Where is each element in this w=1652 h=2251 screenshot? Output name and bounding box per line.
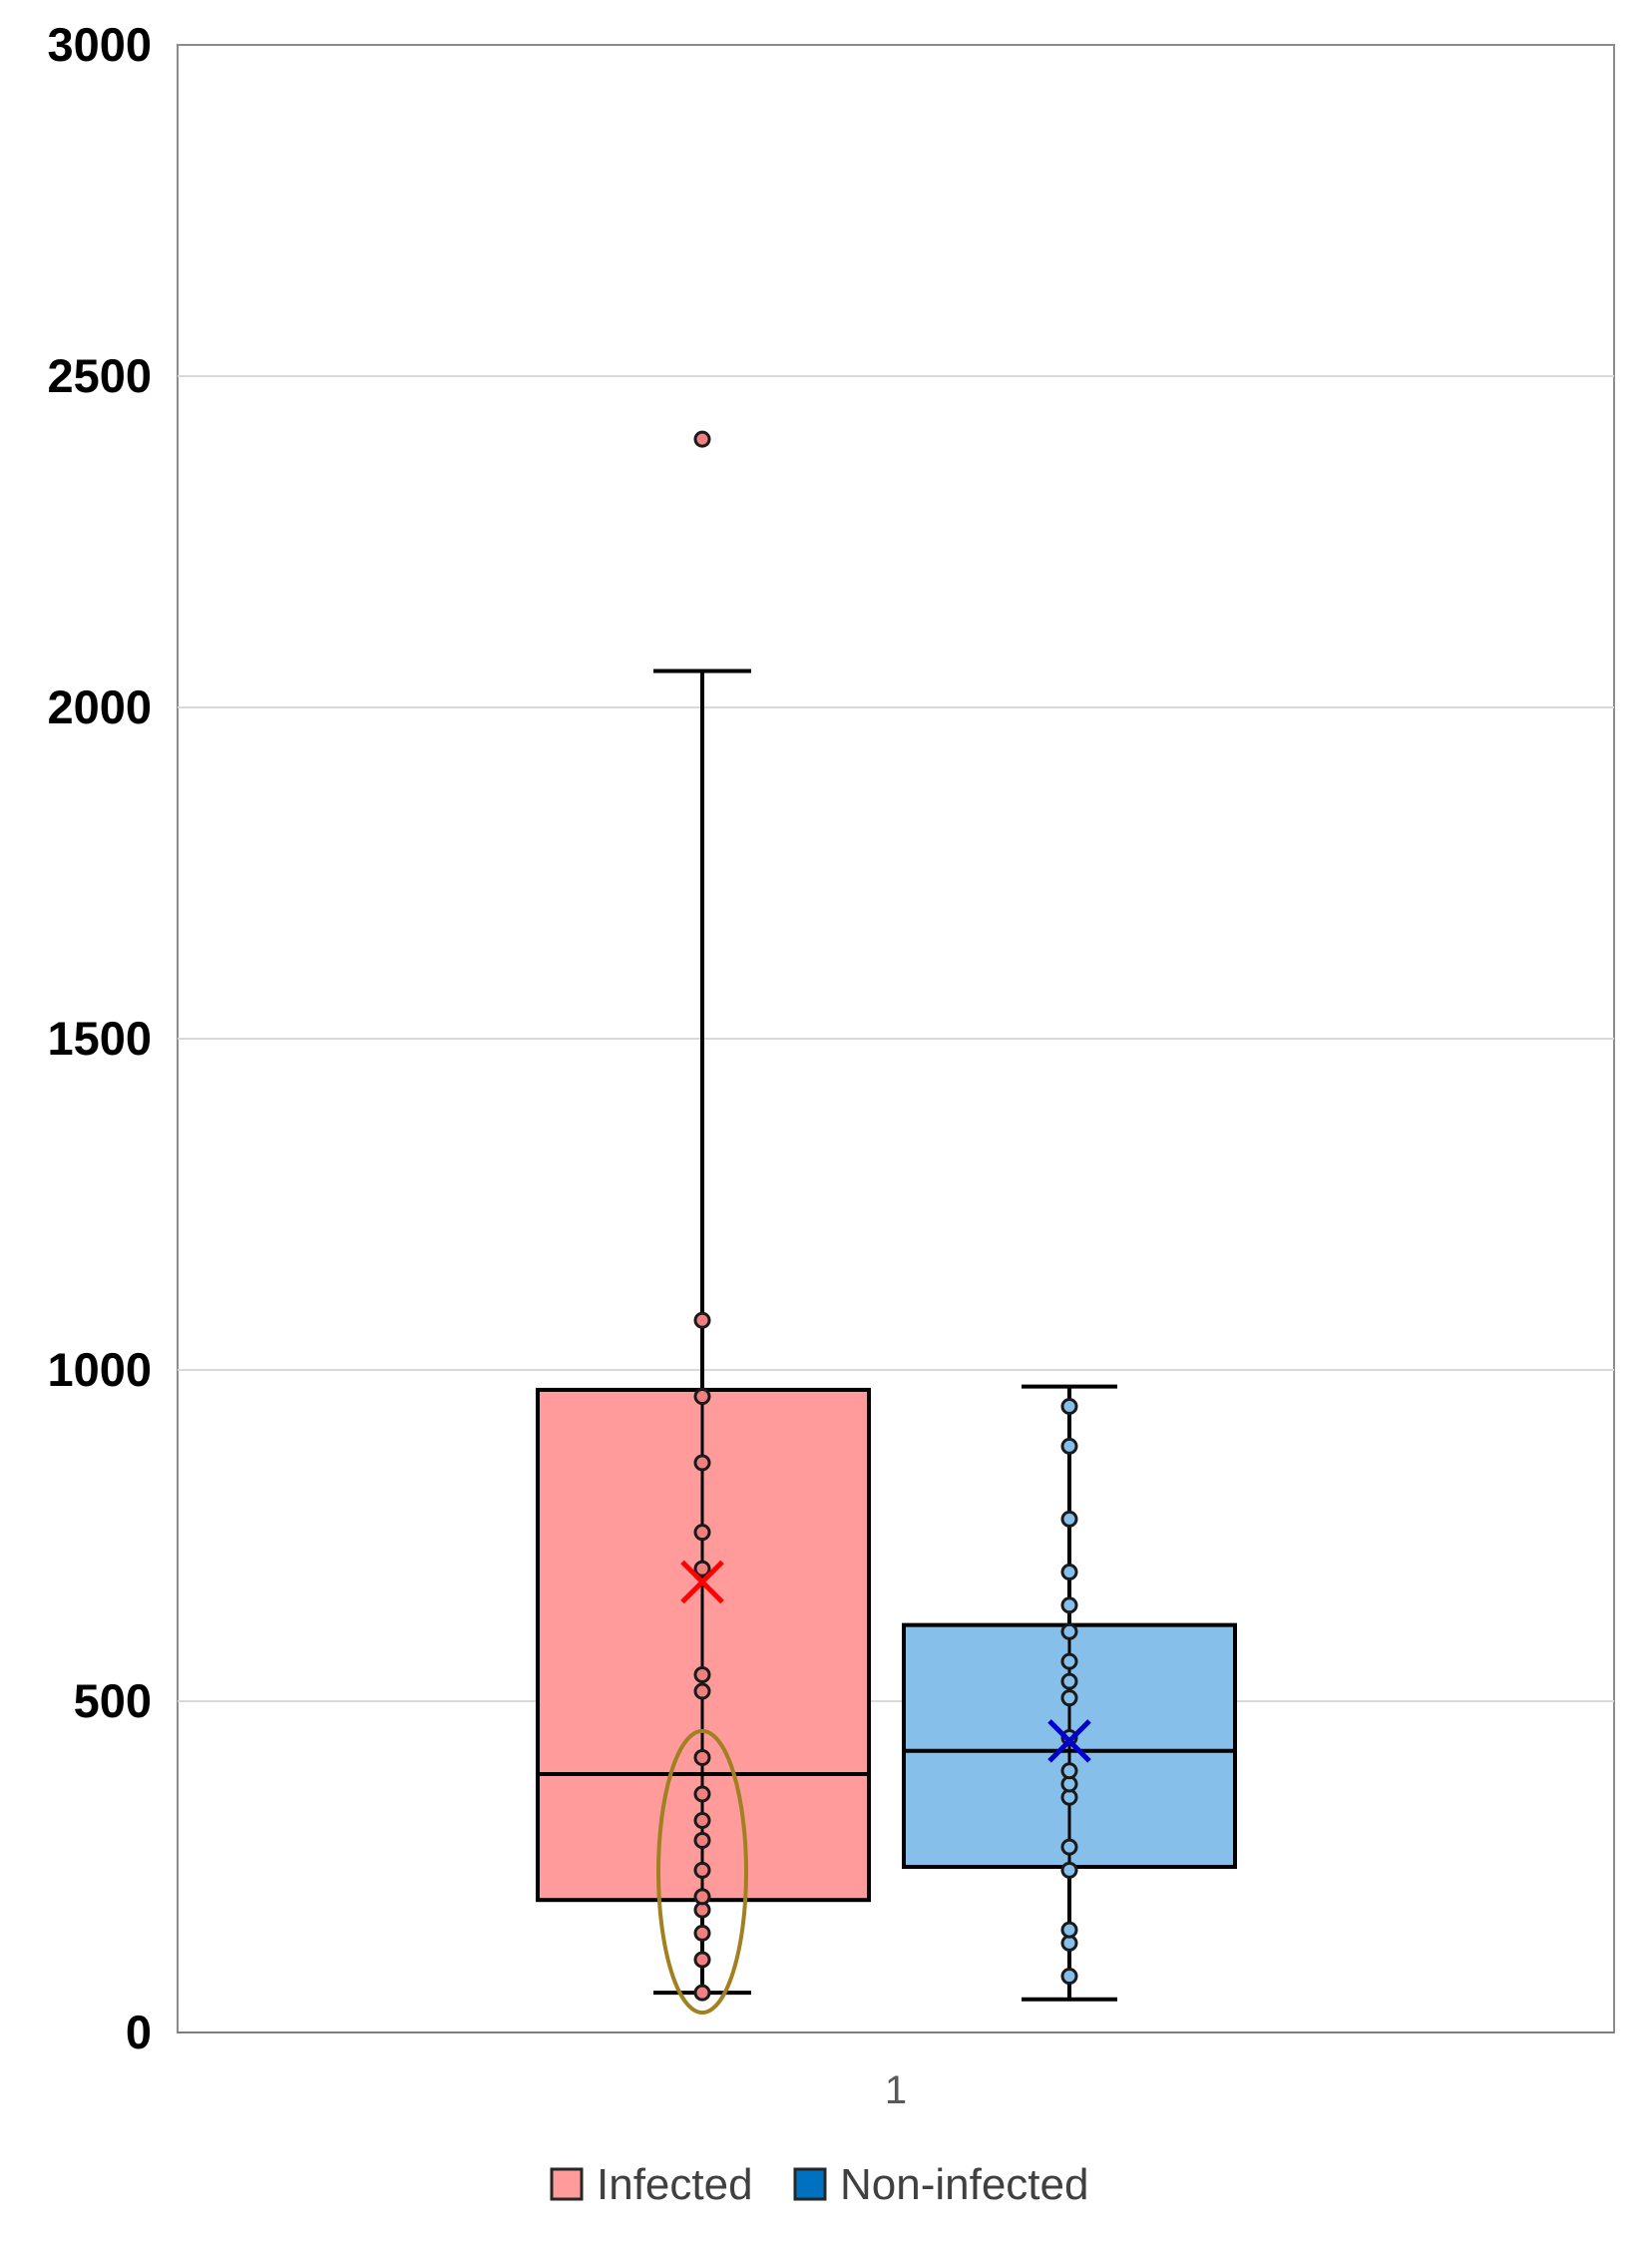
non-infected-data-point	[1060, 1689, 1078, 1707]
y-tick-label: 2500	[47, 349, 152, 402]
non-infected-data-point	[1060, 1622, 1078, 1640]
infected-data-point	[693, 1812, 711, 1830]
x-tick-label: 1	[885, 2068, 907, 2112]
legend-swatch-non-infected	[793, 2167, 827, 2201]
infected-data-point	[693, 1984, 711, 2002]
non-infected-data-point	[1060, 1510, 1078, 1528]
infected-data-point	[693, 1665, 711, 1683]
non-infected-mean-marker	[1047, 1719, 1091, 1763]
legend-swatch-infected	[550, 2167, 584, 2201]
non-infected-data-point	[1060, 1861, 1078, 1879]
legend-label-non-infected: Non-infected	[840, 2160, 1088, 2209]
non-infected-data-point	[1060, 1838, 1078, 1856]
non-infected-data-point	[1060, 1672, 1078, 1690]
y-tick-label: 500	[74, 1674, 152, 1727]
infected-data-point	[693, 1888, 711, 1906]
non-infected-data-point	[1060, 1437, 1078, 1455]
y-tick-label: 0	[126, 2006, 152, 2058]
non-infected-data-point	[1060, 1652, 1078, 1670]
non-infected-data-point	[1060, 1596, 1078, 1614]
infected-data-point	[693, 1524, 711, 1542]
non-infected-data-point	[1060, 1968, 1078, 1986]
infected-data-point	[693, 1748, 711, 1766]
infected-data-point	[693, 1785, 711, 1803]
infected-data-point	[693, 1454, 711, 1472]
infected-data-point	[693, 1388, 711, 1406]
legend-label-infected: Infected	[597, 2160, 753, 2209]
non-infected-data-point	[1060, 1564, 1078, 1581]
infected-data-point	[693, 1560, 711, 1577]
infected-data-point	[693, 1682, 711, 1700]
infected-data-point	[693, 1951, 711, 1969]
infected-data-point	[693, 430, 711, 448]
non-infected-data-point	[1060, 1762, 1078, 1780]
y-tick-label: 1500	[47, 1012, 152, 1065]
y-tick-label: 2000	[47, 680, 152, 733]
non-infected-data-point	[1060, 1398, 1078, 1416]
y-tick-label: 3000	[47, 18, 152, 71]
infected-data-point	[693, 1311, 711, 1329]
infected-data-point	[693, 1861, 711, 1879]
infected-data-point	[693, 1924, 711, 1942]
infected-data-point	[693, 1831, 711, 1849]
y-tick-label: 1000	[47, 1343, 152, 1396]
annotation-ellipse	[656, 1728, 748, 2016]
infected-mean-marker	[680, 1560, 724, 1604]
non-infected-data-point	[1060, 1921, 1078, 1939]
